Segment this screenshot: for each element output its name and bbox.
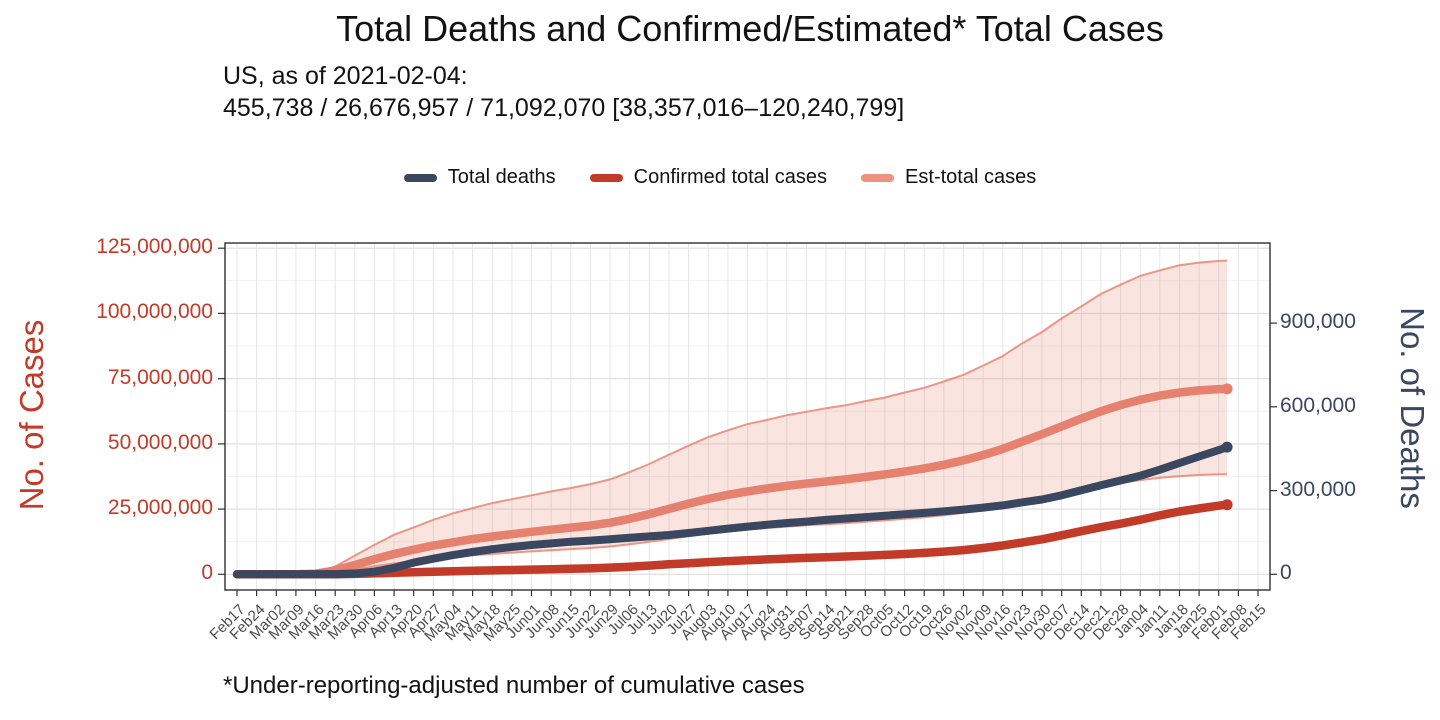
- y-left-tick-label: 75,000,000: [107, 365, 213, 389]
- chart-subtitle-line1: US, as of 2021-02-04:: [223, 62, 468, 90]
- legend-item: Confirmed total cases: [589, 166, 828, 189]
- right-axis-title: No. of Deaths: [1394, 307, 1431, 509]
- legend: Total deaths Confirmed total cases Est-tot…: [0, 166, 1440, 189]
- legend-label: Total deaths: [447, 166, 556, 188]
- legend-swatch-icon: [861, 173, 895, 182]
- est-cases-band: [237, 260, 1228, 575]
- confirmed-cases-line: [232, 500, 1232, 579]
- legend-label: Confirmed total cases: [633, 166, 828, 188]
- legend-swatch-icon: [403, 173, 437, 182]
- deaths-line: [233, 443, 1232, 579]
- est-cases-endpoint: [1221, 383, 1233, 395]
- y-right-tick-label: 900,000: [1280, 310, 1356, 334]
- est-cases-line: [232, 384, 1232, 579]
- y-left-tick-label: 25,000,000: [107, 496, 213, 520]
- footnote: *Under-reporting-adjusted number of cumu…: [223, 672, 805, 699]
- deaths-endpoint: [1221, 441, 1233, 453]
- y-left-tick-label: 0: [201, 561, 213, 585]
- legend-item: Est-total cases: [861, 166, 1036, 189]
- y-right-tick-label: 300,000: [1280, 477, 1356, 501]
- plot-panel: [218, 242, 1277, 596]
- left-axis-title: No. of Cases: [13, 319, 50, 511]
- confirmed-cases-endpoint: [1221, 499, 1233, 511]
- est-cases-upper-line: [237, 259, 1228, 576]
- y-left-tick-label: 125,000,000: [96, 235, 213, 259]
- legend-item: Total deaths: [403, 166, 556, 189]
- legend-swatch-icon: [589, 173, 623, 182]
- legend-label: Est-total cases: [905, 166, 1037, 188]
- y-left-tick-label: 50,000,000: [107, 430, 213, 454]
- chart-subtitle-line2: 455,738 / 26,676,957 / 71,092,070 [38,35…: [223, 94, 905, 122]
- y-right-tick-label: 600,000: [1280, 393, 1356, 417]
- y-right-tick-label: 0: [1280, 561, 1292, 585]
- chart-title: Total Deaths and Confirmed/Estimated* To…: [336, 8, 1164, 49]
- y-left-tick-label: 100,000,000: [96, 300, 213, 324]
